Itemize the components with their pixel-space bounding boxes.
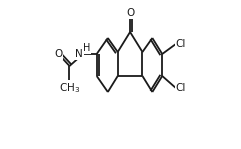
Text: CH$_3$: CH$_3$ xyxy=(59,81,80,95)
Text: CH: CH xyxy=(62,83,77,93)
Text: Cl: Cl xyxy=(176,39,186,49)
Text: N: N xyxy=(75,49,83,59)
Text: O: O xyxy=(126,8,134,18)
Text: O: O xyxy=(54,49,62,59)
Text: H: H xyxy=(83,43,91,53)
Text: Cl: Cl xyxy=(176,83,186,93)
